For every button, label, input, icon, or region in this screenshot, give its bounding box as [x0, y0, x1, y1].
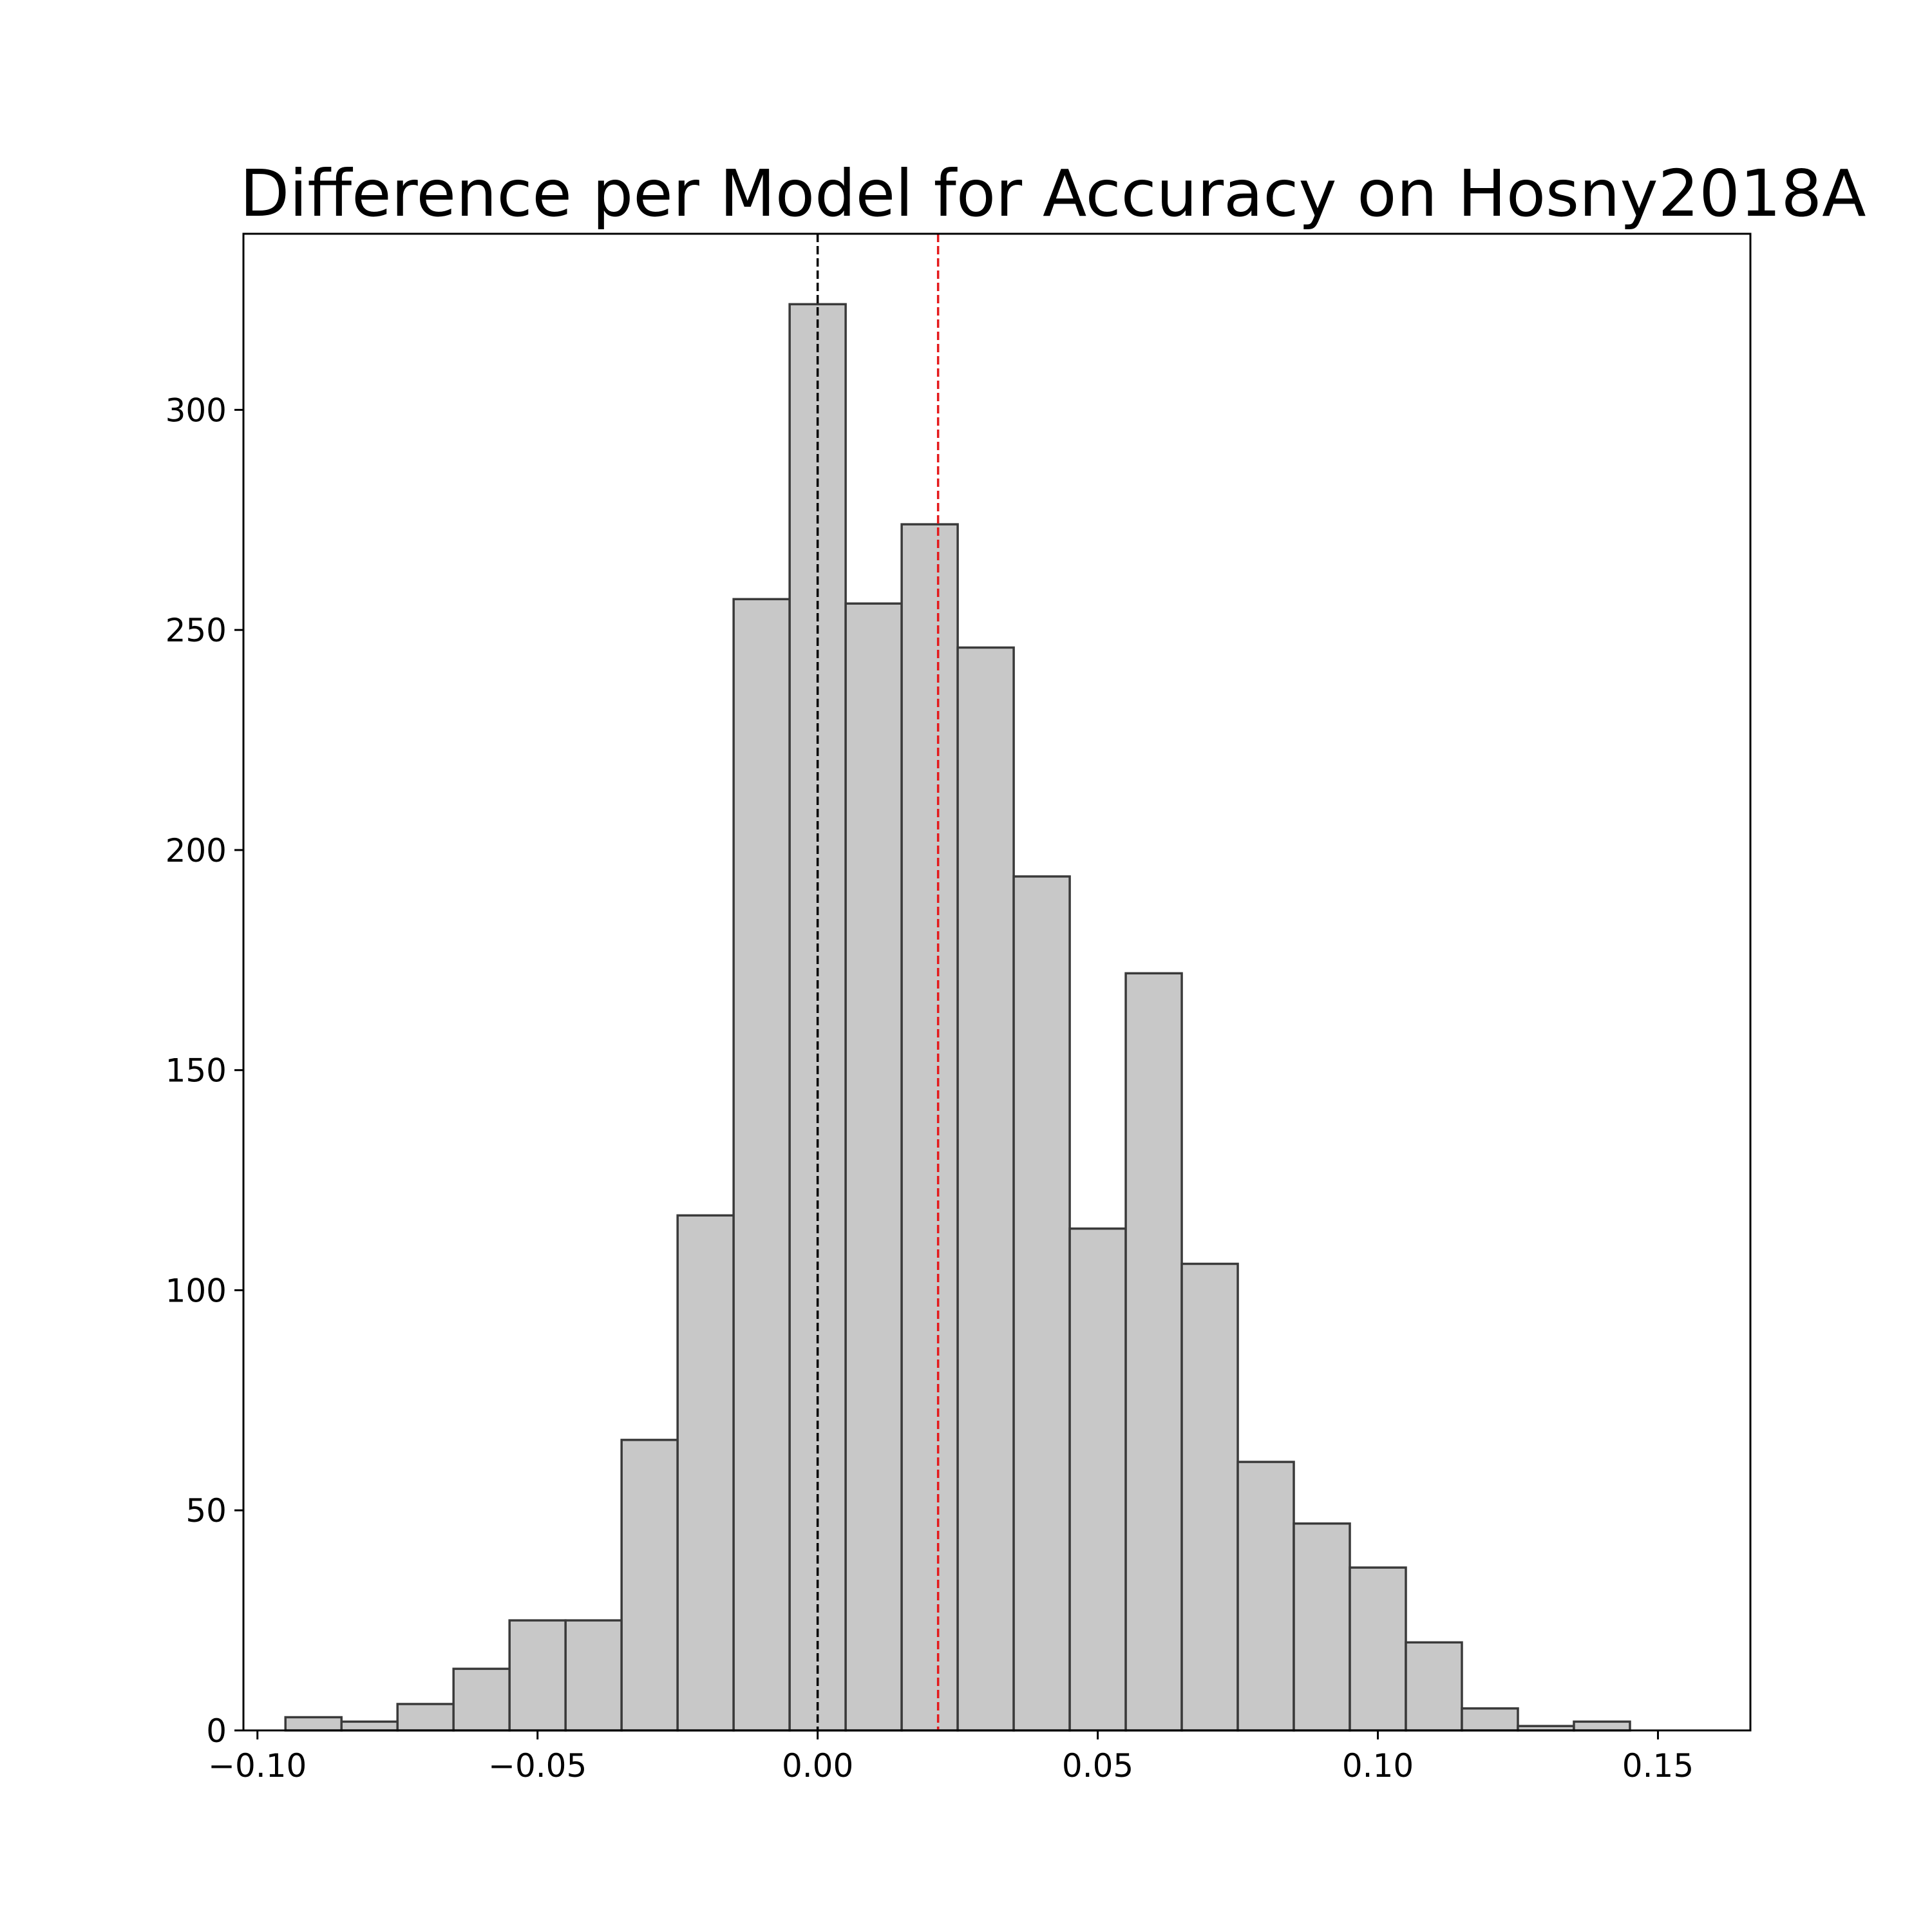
plot-frame: [242, 232, 1752, 1732]
histogram-bar-20: [1405, 1641, 1463, 1732]
histogram-bar-15: [1124, 972, 1183, 1732]
bars-group: [284, 303, 1631, 1732]
histogram-bar-13: [1012, 875, 1071, 1732]
y-tick-label-4: 200: [166, 832, 227, 869]
histogram-bar-21: [1461, 1707, 1519, 1732]
reference-lines: [816, 234, 940, 1730]
histogram-bar-14: [1068, 1227, 1127, 1732]
x-tick-label-2: 0.00: [782, 1747, 853, 1785]
histogram-bar-1: [340, 1720, 399, 1732]
histogram-bar-17: [1236, 1461, 1295, 1732]
x-tick-label-4: 0.10: [1342, 1747, 1414, 1785]
y-tick-label-6: 300: [166, 392, 227, 429]
histogram-bar-23: [1573, 1720, 1631, 1732]
histogram-bar-10: [844, 602, 903, 1732]
histogram-bar-8: [732, 598, 791, 1732]
y-tick-label-3: 150: [166, 1052, 227, 1090]
x-tick-label-0: −0.10: [208, 1747, 307, 1785]
histogram-bar-2: [396, 1703, 455, 1732]
y-tick-label-0: 0: [206, 1712, 227, 1750]
x-tick-label-1: −0.05: [488, 1747, 587, 1785]
histogram-bar-5: [564, 1619, 623, 1732]
x-axis: −0.10 −0.05 0.00 0.05 0.10 0.15: [208, 1730, 1694, 1785]
histogram-bar-0: [284, 1716, 343, 1732]
histogram-bar-4: [508, 1619, 567, 1732]
histogram-bar-16: [1180, 1262, 1239, 1732]
histogram-bar-11: [900, 523, 959, 1732]
histogram-bar-7: [676, 1214, 735, 1732]
histogram-bar-3: [452, 1667, 511, 1732]
histogram-bar-19: [1349, 1566, 1407, 1732]
chart-title: Difference per Model for Accuracy on Hos…: [240, 156, 1866, 231]
histogram-bar-12: [956, 646, 1015, 1732]
histogram-bar-18: [1293, 1522, 1351, 1732]
histogram-bar-6: [620, 1439, 679, 1732]
y-tick-label-5: 250: [166, 612, 227, 649]
x-tick-label-5: 0.15: [1622, 1747, 1694, 1785]
y-axis: 0 50 100 150 200 250 300: [166, 392, 243, 1750]
y-tick-label-2: 100: [166, 1272, 227, 1309]
y-tick-label-1: 50: [185, 1492, 227, 1530]
x-tick-label-3: 0.05: [1062, 1747, 1133, 1785]
